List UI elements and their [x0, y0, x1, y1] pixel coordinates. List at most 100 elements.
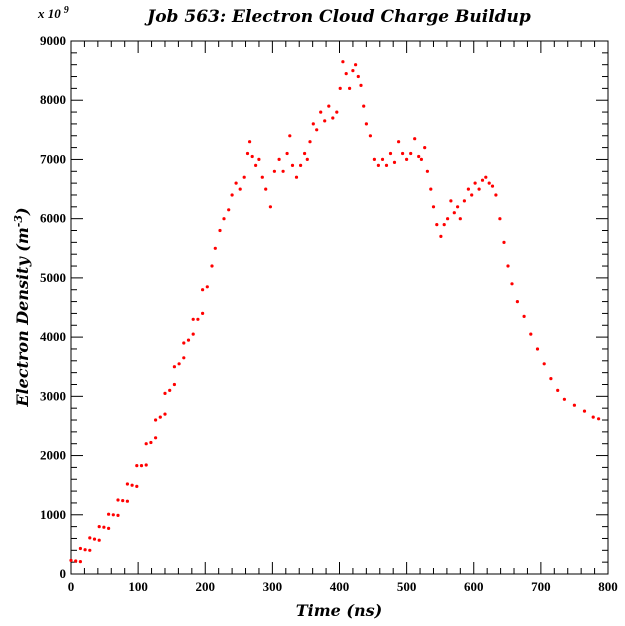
data-point [125, 482, 129, 486]
data-point [376, 163, 380, 167]
x-tick-label: 200 [196, 579, 216, 594]
data-point [510, 282, 514, 286]
data-point [125, 499, 129, 503]
data-point [227, 208, 231, 212]
y-multiplier-label: x 10 9 [37, 5, 69, 21]
data-point [341, 60, 345, 64]
y-tick-label: 5000 [40, 270, 66, 285]
data-point [405, 157, 409, 161]
data-point [222, 217, 226, 221]
data-point [542, 362, 546, 366]
y-tick-label: 2000 [40, 448, 66, 463]
data-point [88, 536, 92, 540]
data-point [154, 436, 158, 440]
y-axis-label: Electron Density (m-3) [12, 207, 32, 407]
data-point [135, 464, 139, 468]
x-tick-label: 400 [330, 579, 350, 594]
data-point [368, 134, 372, 138]
y-tick-label: 0 [60, 566, 67, 581]
data-point [238, 187, 242, 191]
data-point [425, 169, 429, 173]
data-point [281, 169, 285, 173]
data-point [277, 157, 281, 161]
data-point [268, 205, 272, 209]
data-point [462, 199, 466, 203]
data-point [549, 377, 553, 381]
data-point [413, 137, 417, 141]
data-point [168, 388, 172, 392]
data-point [380, 157, 385, 161]
data-point [92, 537, 97, 541]
data-point [356, 74, 360, 79]
data-point [294, 175, 299, 179]
data-point [154, 418, 158, 422]
y-axis-label-close: ) [13, 207, 32, 216]
y-axis: 0 1000 2000 3000 4000 5000 6000 7000 8000 9000 [40, 33, 608, 581]
data-point [449, 199, 453, 203]
data-point [556, 388, 560, 392]
data-point [409, 151, 413, 156]
data-point [191, 317, 195, 321]
data-point [305, 157, 309, 161]
data-point [260, 175, 264, 179]
data-point [351, 69, 355, 73]
data-point [213, 246, 217, 250]
data-point [121, 499, 125, 503]
data-point [439, 234, 443, 238]
data-point [182, 341, 186, 345]
data-point [354, 63, 358, 67]
data-point [250, 154, 254, 159]
data-point [372, 157, 376, 161]
data-point [452, 211, 456, 215]
data-point [201, 288, 205, 292]
data-point [490, 184, 495, 188]
data-point [182, 356, 186, 360]
data-point [234, 181, 238, 185]
data-point [562, 397, 567, 401]
data-point [591, 415, 595, 419]
data-point [149, 440, 153, 445]
data-point [401, 151, 405, 156]
data-point [88, 548, 92, 552]
data-point [245, 151, 250, 156]
data-point [515, 300, 520, 304]
data-point [172, 365, 176, 369]
data-point [158, 415, 162, 419]
data-point [311, 122, 315, 126]
data-point [144, 463, 148, 467]
data-point [487, 181, 491, 185]
data-point [285, 151, 289, 156]
data-point [473, 181, 477, 185]
data-point [97, 538, 101, 542]
data-point [163, 391, 167, 395]
data-point [327, 104, 331, 108]
data-point [419, 157, 423, 161]
data-point [456, 205, 460, 209]
data-point [264, 187, 268, 191]
data-point [344, 72, 348, 76]
data-point [529, 332, 533, 336]
data-point [362, 104, 366, 108]
data-point [359, 83, 363, 87]
data-point [210, 264, 214, 268]
data-point [442, 223, 446, 227]
data-point [248, 140, 252, 144]
data-point [144, 442, 148, 446]
data-point [102, 525, 106, 529]
data-point [498, 217, 502, 221]
data-point [458, 217, 462, 221]
data-point [446, 217, 450, 221]
data-point [272, 169, 276, 173]
data-point [299, 163, 303, 167]
x-tick-label: 500 [397, 579, 417, 594]
data-point [572, 403, 577, 407]
x-tick-label: 0 [68, 579, 75, 594]
data-point [257, 157, 261, 161]
data-point [502, 240, 506, 244]
y-axis-label-text: Electron Density (m [13, 227, 32, 407]
data-point [535, 347, 540, 351]
data-point [163, 412, 167, 416]
data-point [384, 163, 389, 167]
y-tick-label: 7000 [40, 151, 66, 166]
